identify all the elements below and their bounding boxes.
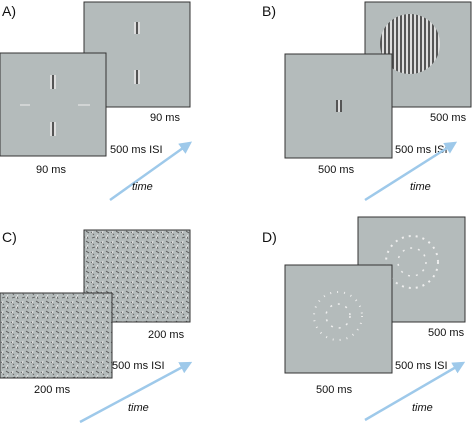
duration: 500 ms <box>430 112 467 124</box>
panel-label: C) <box>2 229 17 245</box>
contour <box>313 291 363 341</box>
contour <box>397 247 427 277</box>
duration: 200 ms <box>34 384 71 396</box>
panel-d: D) 500 ms 500 ms ISI 500 ms time <box>262 216 466 422</box>
isi: 500 ms ISI <box>110 144 163 156</box>
time-arrow <box>109 141 193 202</box>
duration: 90 ms <box>36 164 66 176</box>
duration: 500 ms <box>428 327 465 339</box>
time-arrow <box>364 141 458 202</box>
panel-a: A) 90 ms 500 ms ISI 90 ms time <box>0 1 193 202</box>
panel-label: D) <box>262 229 277 245</box>
isi: 500 ms ISI <box>395 360 448 372</box>
time-label: time <box>410 181 431 193</box>
isi: 500 ms ISI <box>395 144 448 156</box>
time-label: time <box>412 402 433 414</box>
duration: 500 ms <box>316 384 353 396</box>
duration: 500 ms <box>318 164 355 176</box>
gabor <box>134 70 140 84</box>
duration: 200 ms <box>148 329 185 341</box>
front-screen <box>0 52 107 157</box>
panel-b: B) 500 ms 500 ms ISI 500 ms time <box>262 1 472 202</box>
time-label: time <box>132 181 153 193</box>
time-label: time <box>128 402 149 414</box>
panel-label: A) <box>2 3 16 19</box>
time-arrow <box>79 361 193 424</box>
panel-c: C) 200 ms 500 ms ISI 200 ms time <box>0 229 193 424</box>
grating <box>380 14 440 74</box>
panel-label: B) <box>262 3 276 19</box>
isi: 500 ms ISI <box>112 360 165 372</box>
front-screen <box>0 292 113 379</box>
contour <box>385 235 439 289</box>
gabor <box>50 75 56 89</box>
front-screen <box>284 264 393 374</box>
gabor <box>336 100 342 112</box>
gabor <box>50 122 56 136</box>
time-arrow <box>364 361 466 422</box>
contour <box>325 303 351 329</box>
duration: 90 ms <box>150 112 180 124</box>
gabor <box>134 22 140 34</box>
